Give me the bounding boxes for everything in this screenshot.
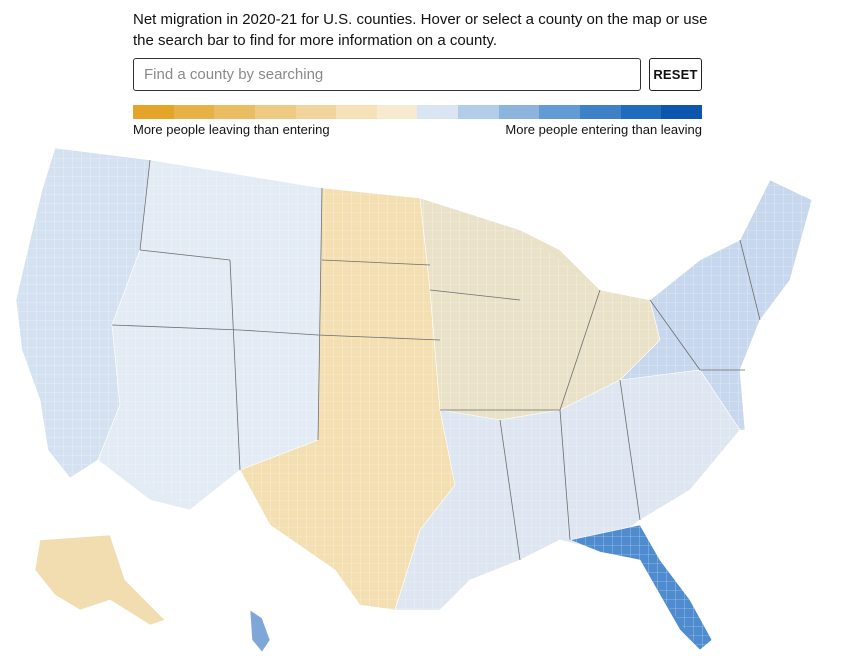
legend-swatch: [580, 105, 621, 119]
us-county-map[interactable]: [0, 140, 849, 665]
intro-line-1: Net migration in 2020-21 for U.S. counti…: [133, 11, 708, 28]
legend-swatch: [173, 105, 215, 119]
legend-swatch: [133, 105, 174, 119]
legend-swatch: [458, 105, 499, 119]
county-search-input[interactable]: [133, 58, 641, 91]
legend-swatch: [376, 105, 418, 119]
region-alaska[interactable]: [34, 534, 166, 626]
legend-swatch: [214, 105, 255, 119]
legend-left-label: More people leaving than entering: [133, 122, 330, 137]
legend-swatch: [417, 105, 459, 119]
reset-button[interactable]: RESET: [649, 58, 702, 91]
legend-swatch: [620, 105, 662, 119]
state-borders: [111, 159, 761, 561]
legend-swatch: [295, 105, 337, 119]
legend-swatch: [336, 105, 377, 119]
county-mesh-overlay: [16, 148, 812, 650]
state-border-lines: [111, 159, 761, 561]
intro-line-2: the search bar to find for more informat…: [133, 32, 498, 49]
region-hawaii[interactable]: [249, 609, 271, 653]
color-legend: [133, 105, 702, 119]
legend-right-label: More people entering than leaving: [505, 122, 702, 137]
search-row: RESET: [133, 58, 702, 91]
legend-swatch: [498, 105, 540, 119]
legend-labels: More people leaving than entering More p…: [133, 122, 702, 140]
legend-swatch: [539, 105, 581, 119]
intro-text: Net migration in 2020-21 for U.S. counti…: [133, 9, 713, 51]
legend-swatch: [254, 105, 296, 119]
legend-swatch: [661, 105, 702, 119]
mesh-lower-48: [16, 148, 812, 650]
